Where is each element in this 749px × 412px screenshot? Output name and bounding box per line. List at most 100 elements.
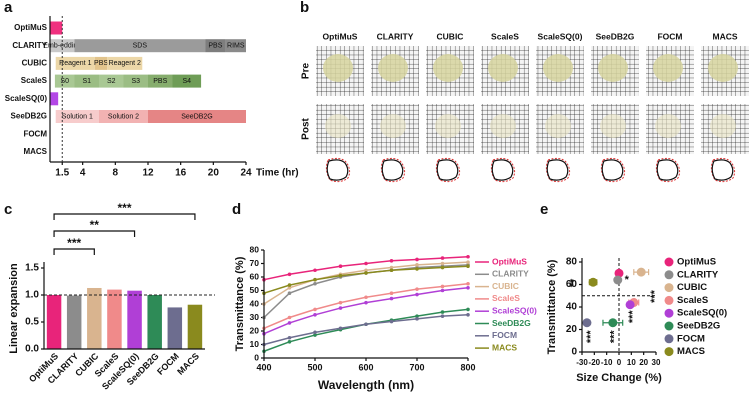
marker (287, 340, 292, 344)
marker (338, 306, 343, 310)
legend-label: OptiMuS (677, 257, 716, 268)
point (608, 318, 618, 328)
column-header: CUBIC (437, 31, 464, 41)
outline-post (326, 159, 349, 181)
marker (338, 326, 343, 331)
segment (172, 74, 202, 88)
column-header: SeeDB2G (596, 31, 635, 41)
marker (313, 277, 317, 282)
marker (466, 313, 470, 317)
significance: *** (649, 289, 661, 303)
marker (415, 317, 419, 321)
row-label: OptiMuS (14, 23, 48, 32)
outline-post (491, 159, 514, 181)
legend-label: ScaleSQ(0) (492, 305, 537, 315)
marker (364, 295, 368, 300)
legend-label: FOCM (492, 330, 517, 340)
marker (313, 333, 317, 337)
marker (364, 261, 368, 266)
tissue (600, 114, 626, 138)
outline-post (436, 159, 459, 181)
point (614, 268, 624, 278)
row-label: Post (301, 117, 312, 139)
segment-label: Solution 1 (62, 113, 93, 120)
segment-label: SeeDB2G (181, 113, 213, 120)
legend-label: CUBIC (492, 281, 519, 291)
y-axis-label: Transmittance (%) (546, 259, 558, 354)
significance: * (625, 274, 630, 286)
bar (66, 295, 82, 349)
segment (148, 110, 246, 123)
bar (107, 289, 122, 349)
marker (415, 267, 419, 271)
marker (440, 261, 445, 266)
tissue (378, 54, 408, 82)
tissue (325, 114, 351, 138)
segment (55, 110, 99, 123)
tissue (490, 114, 516, 138)
bracket (53, 213, 196, 220)
row-label: FOCM (23, 129, 47, 138)
marker (287, 272, 292, 277)
bar (87, 287, 102, 349)
column-header: MACS (712, 31, 737, 41)
marker (313, 313, 317, 317)
segment-label: Reagent 2 (109, 60, 141, 67)
legend-swatch (664, 283, 674, 293)
x-tick-label: MACS (175, 351, 201, 377)
y-tick-label: 0 (254, 352, 259, 362)
axis (581, 258, 656, 353)
x-tick-label: 30 (652, 358, 661, 367)
marker (287, 283, 292, 287)
segment (50, 21, 63, 35)
tissue (598, 54, 628, 82)
x-tick-label: 16 (175, 168, 187, 179)
segment-label: S1 (82, 78, 91, 85)
marker (415, 263, 419, 267)
legend-label: OptiMuS (492, 256, 527, 266)
panel-label: a (4, 0, 13, 16)
x-tick-label: 500 (307, 362, 322, 372)
column-header: ScaleSQ(0) (538, 31, 583, 41)
segment (99, 74, 124, 88)
y-tick-label: 10 (250, 339, 260, 349)
tissue (545, 114, 571, 138)
marker (287, 335, 292, 340)
row-label: CUBIC (22, 59, 48, 68)
segment (54, 74, 75, 88)
bracket (53, 230, 136, 237)
marker (364, 271, 368, 275)
segment (123, 74, 148, 88)
point (582, 318, 592, 328)
line (263, 287, 469, 335)
x-tick-label: 4 (80, 168, 86, 179)
x-tick-label: 12 (142, 168, 154, 179)
legend-swatch (664, 321, 674, 331)
legend-swatch (664, 295, 674, 305)
x-tick-label: 1.5 (55, 168, 69, 179)
segment (94, 56, 108, 70)
segment-label: S0 (60, 78, 69, 85)
y-tick-label: 1.0 (25, 290, 39, 301)
marker (389, 291, 394, 296)
panel-label: b (300, 0, 309, 16)
panel-label: e (540, 201, 548, 218)
point (625, 300, 635, 310)
x-tick-label: -20 (589, 358, 601, 367)
marker (389, 268, 394, 273)
y-tick-label: 80 (566, 257, 578, 268)
marker (466, 264, 470, 269)
panel-label: d (232, 201, 241, 218)
tissue (543, 54, 573, 82)
column-header: ScaleS (491, 31, 519, 41)
column-header: FOCM (657, 31, 682, 41)
column-header: OptiMuS (323, 31, 358, 41)
x-tick-label: 20 (639, 358, 648, 367)
legend-swatch (664, 334, 674, 344)
tissue (323, 54, 353, 82)
column-header: CLARITY (377, 31, 414, 41)
marker (440, 265, 445, 270)
segment-label: S2 (107, 78, 116, 85)
legend-label: CLARITY (492, 269, 529, 279)
